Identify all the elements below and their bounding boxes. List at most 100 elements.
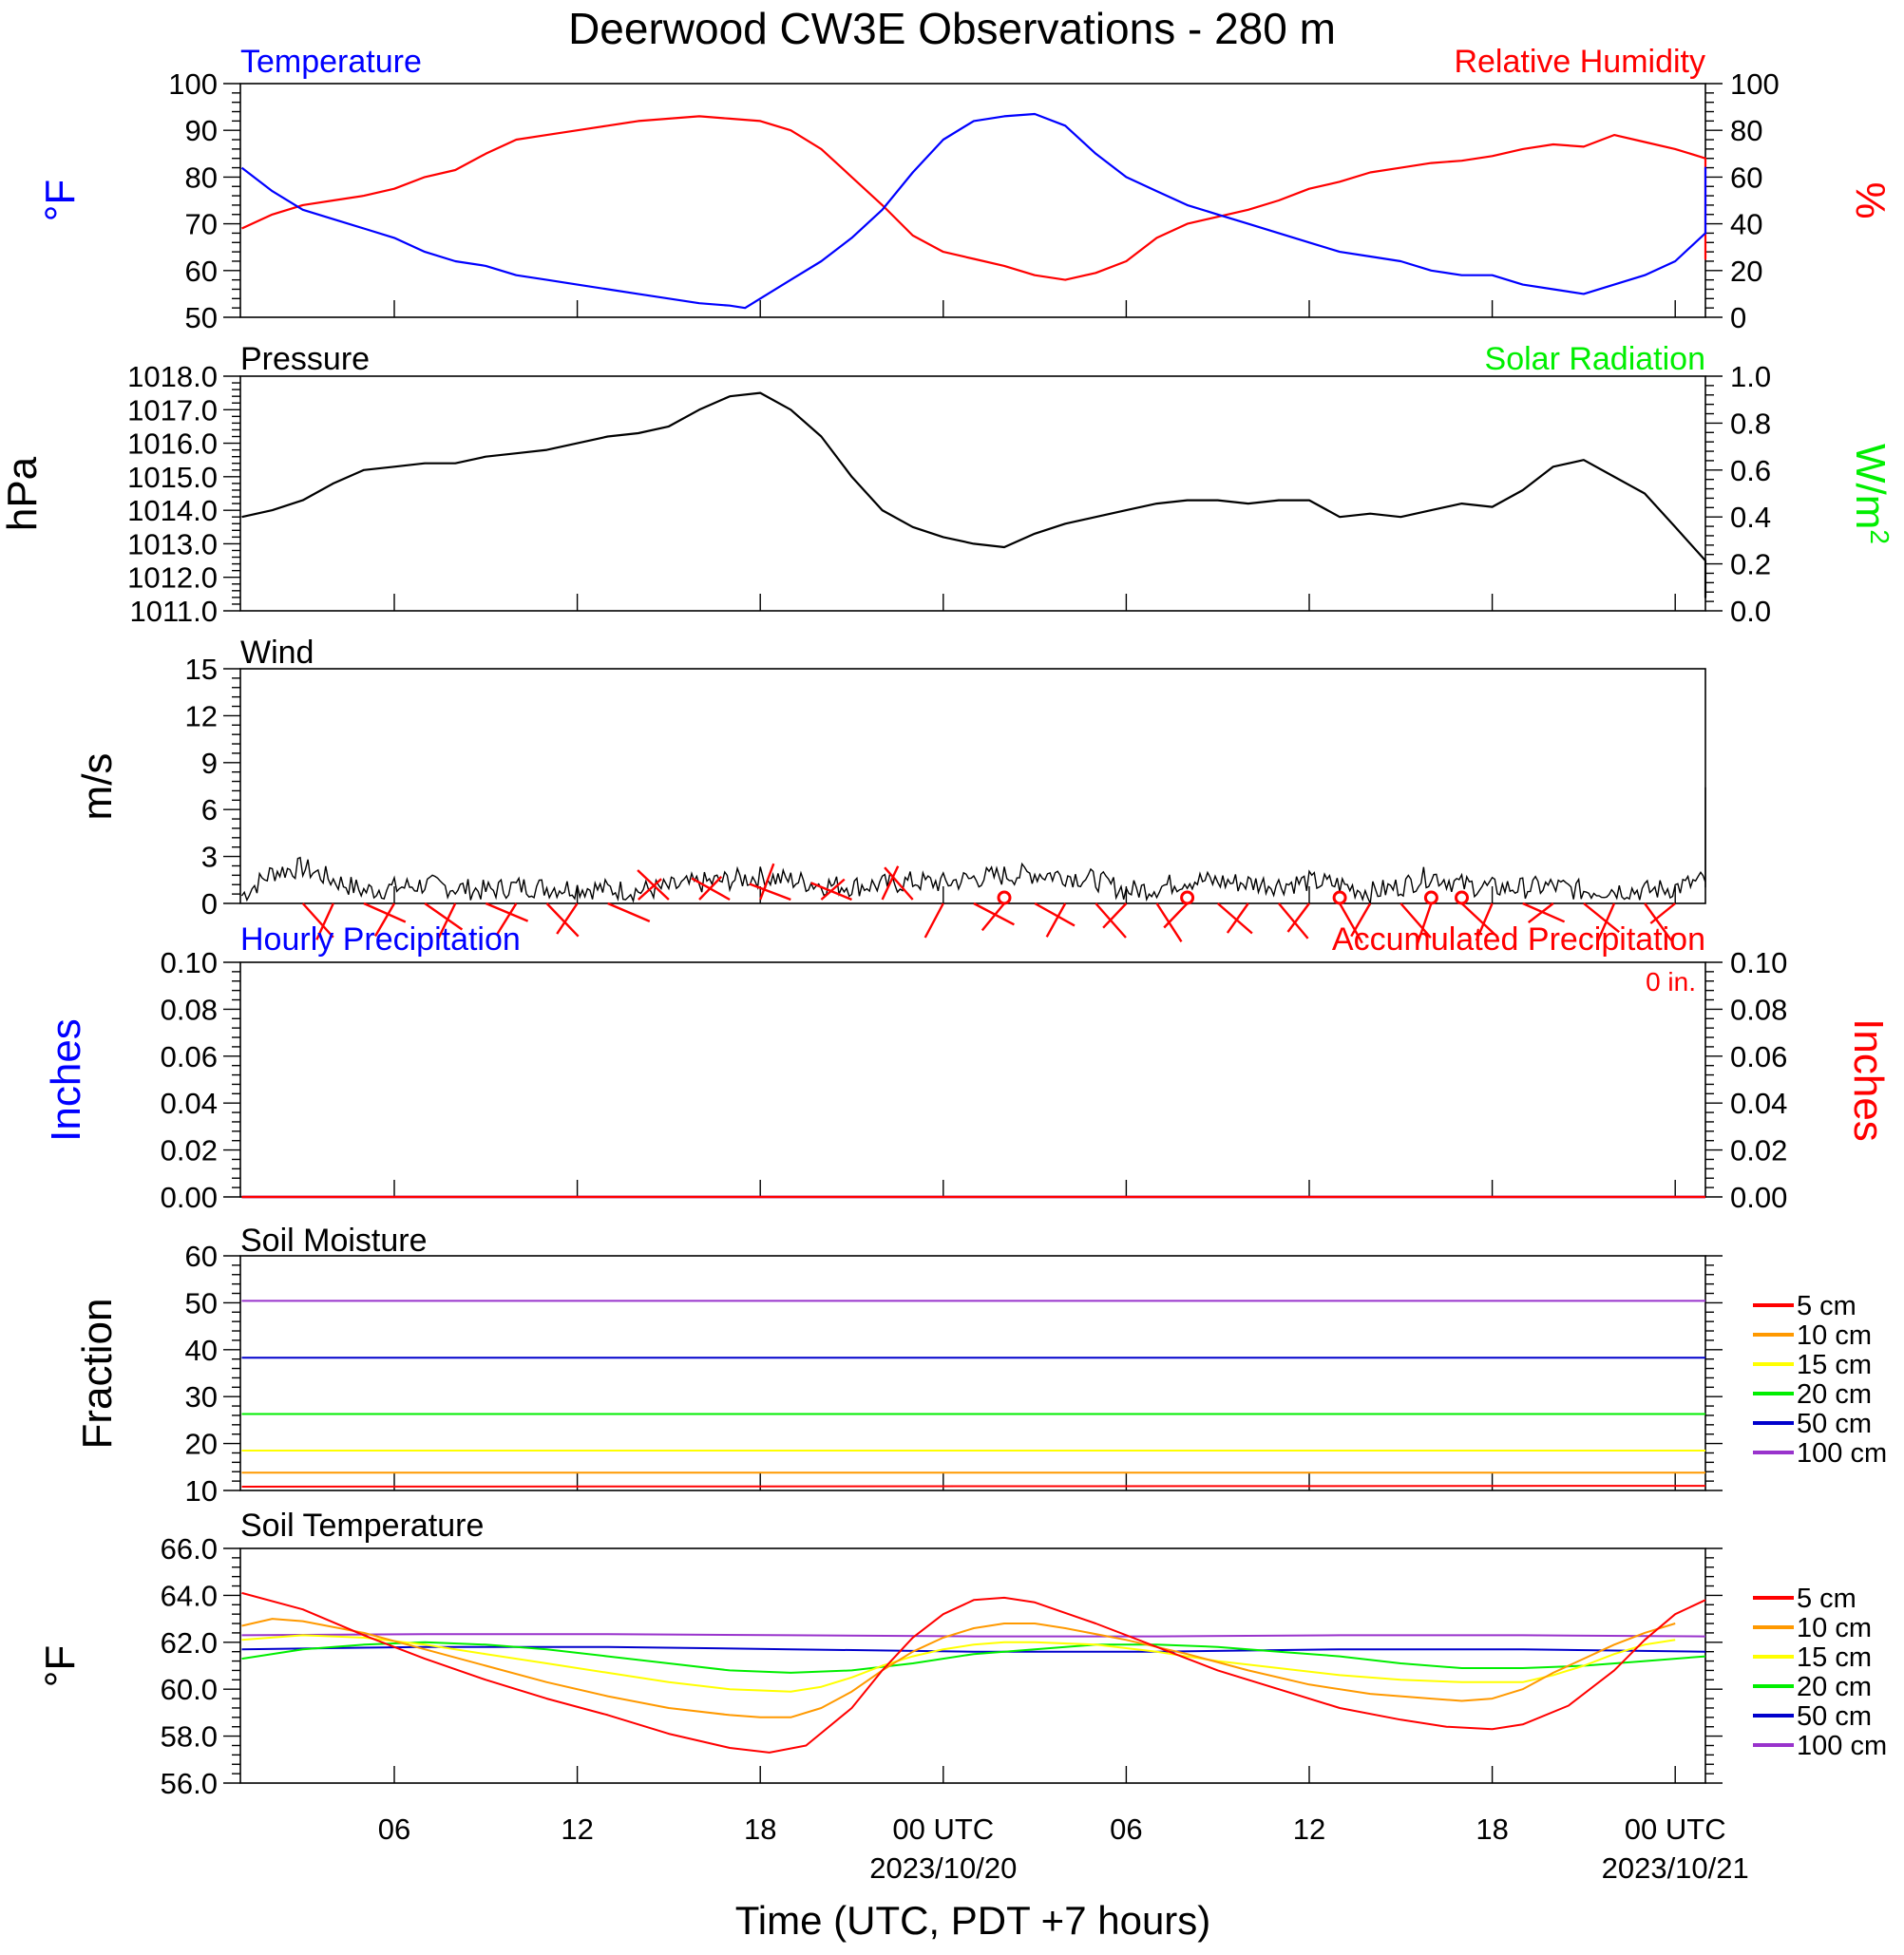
accum-precip-axis-label: Inches bbox=[1845, 1018, 1892, 1142]
pressure-right-tick-label: 0.2 bbox=[1730, 548, 1771, 581]
soil-moisture-axis-label: Fraction bbox=[74, 1299, 121, 1450]
pressure-right-tick-label: 0.6 bbox=[1730, 454, 1771, 487]
soil_moisture-legend-label: 5 cm bbox=[1797, 1291, 1856, 1321]
precip-right-tick-label: 0.10 bbox=[1730, 946, 1787, 979]
accum-precip-title: Accumulated Precipitation bbox=[1332, 921, 1705, 958]
wind-barb bbox=[424, 902, 464, 931]
soil_temp-legend-label: 5 cm bbox=[1797, 1584, 1856, 1614]
wind-barb bbox=[1460, 902, 1496, 936]
temp_rh-left-tick-label: 50 bbox=[185, 301, 218, 334]
wind-barb bbox=[810, 882, 852, 902]
wind-barb bbox=[1644, 902, 1673, 941]
temp_rh-right-tick-label: 60 bbox=[1730, 161, 1762, 194]
x-tick-label: 00 UTC bbox=[1625, 1813, 1726, 1846]
precip-right-tick-label: 0.04 bbox=[1730, 1087, 1787, 1120]
temp_rh-right-tick-label: 20 bbox=[1730, 255, 1762, 288]
wind-speed-line bbox=[240, 787, 1706, 906]
wind-barb bbox=[363, 902, 407, 923]
x-tick-label: 06 bbox=[378, 1813, 410, 1846]
wind-barb bbox=[1102, 902, 1128, 929]
soil_moisture-legend-label: 100 cm bbox=[1797, 1438, 1887, 1469]
soil_temp-series-50-cm bbox=[241, 1645, 1706, 1653]
soil_moisture-legend-label: 10 cm bbox=[1797, 1320, 1872, 1351]
soil_moisture-frame bbox=[239, 1255, 1706, 1491]
soil_moisture-legend-label: 20 cm bbox=[1797, 1379, 1872, 1410]
wind-barb bbox=[1522, 902, 1566, 923]
pressure-axis-label: hPa bbox=[0, 456, 46, 531]
wind-barb bbox=[1286, 902, 1310, 933]
wind-barb bbox=[607, 902, 651, 923]
temp-axis-label: °F bbox=[37, 180, 84, 221]
wind-barb bbox=[485, 902, 529, 922]
wind-barb bbox=[1163, 902, 1189, 929]
wind-left-tick-label: 12 bbox=[185, 699, 218, 732]
soil-temp-title: Soil Temperature bbox=[240, 1508, 484, 1544]
pressure-left-tick-label: 1013.0 bbox=[127, 527, 218, 560]
wind-barb bbox=[1527, 902, 1554, 924]
pressure-panel-title: Pressure bbox=[240, 341, 370, 377]
x-tick-label: 18 bbox=[1476, 1813, 1508, 1846]
soil_temp-frame bbox=[239, 1547, 1706, 1784]
temp_rh-right-tick-label: 0 bbox=[1730, 301, 1746, 334]
soil_moisture-left-tick-label: 30 bbox=[185, 1380, 218, 1414]
wind-barb bbox=[1034, 902, 1076, 927]
wind-barb bbox=[1226, 902, 1249, 934]
soil_moisture-left-tick-label: 50 bbox=[185, 1286, 218, 1319]
wind-barb bbox=[301, 902, 334, 939]
rh-axis-label: % bbox=[1847, 181, 1894, 218]
pressure-left-tick-label: 1015.0 bbox=[127, 461, 218, 494]
wind-barb bbox=[1417, 902, 1433, 944]
soil-temp-axis-label: °F bbox=[37, 1645, 84, 1687]
accum-precip-value: 0 in. bbox=[1646, 967, 1696, 996]
x-tick-date: 2023/10/20 bbox=[869, 1851, 1017, 1885]
precip-left-tick-label: 0.04 bbox=[161, 1087, 218, 1120]
calm-wind-marker bbox=[1423, 890, 1438, 905]
temp_rh-left-tick-label: 70 bbox=[185, 208, 218, 241]
soil_temp-legend-label: 100 cm bbox=[1797, 1731, 1887, 1761]
wind-barb bbox=[1277, 902, 1309, 940]
soil_moisture-left-tick-label: 10 bbox=[185, 1474, 218, 1508]
rh-panel-title: Relative Humidity bbox=[1454, 44, 1705, 80]
pressure-left-tick-label: 1016.0 bbox=[127, 427, 218, 461]
precip-left-tick-label: 0.10 bbox=[161, 946, 218, 979]
wind-barb bbox=[884, 866, 914, 901]
pressure-frame bbox=[239, 375, 1706, 612]
wind-frame bbox=[239, 668, 1706, 904]
wind-barb bbox=[820, 878, 846, 901]
soil_temp-series-20-cm bbox=[241, 1641, 1706, 1674]
solar-panel-title: Solar Radiation bbox=[1485, 341, 1705, 377]
hourly-precip-title: Hourly Precipitation bbox=[240, 921, 521, 958]
wind-barb bbox=[1596, 902, 1616, 941]
calm-wind-marker bbox=[997, 890, 1012, 905]
soil_moisture-left-tick-label: 40 bbox=[185, 1334, 218, 1367]
calm-wind-marker bbox=[1180, 890, 1195, 905]
soil_moisture-legend-label: 50 cm bbox=[1797, 1409, 1872, 1439]
wind-barb bbox=[1216, 902, 1253, 935]
wind-barb bbox=[923, 902, 944, 939]
wind-barb bbox=[1583, 902, 1620, 934]
wind-axis-label: m/s bbox=[74, 753, 121, 821]
soil_temp-left-tick-label: 58.0 bbox=[161, 1720, 218, 1754]
pressure-series-pressure bbox=[241, 391, 1707, 598]
wind-barb bbox=[1339, 902, 1363, 944]
wind-left-tick-label: 9 bbox=[201, 747, 218, 780]
temp_rh-series-temperature bbox=[240, 112, 1707, 310]
solar-axis-label: W/m2 bbox=[1847, 444, 1895, 544]
soil_temp-left-tick-label: 64.0 bbox=[161, 1579, 218, 1612]
soil_temp-left-tick-label: 56.0 bbox=[161, 1767, 218, 1800]
soil_moisture-left-tick-label: 60 bbox=[185, 1240, 218, 1273]
precip-left-tick-label: 0.02 bbox=[161, 1134, 218, 1167]
precip-left-tick-label: 0.08 bbox=[161, 993, 218, 1026]
pressure-left-tick-label: 1011.0 bbox=[129, 595, 218, 628]
x-tick-label: 12 bbox=[561, 1813, 593, 1846]
solar-axis-label-superscript: 2 bbox=[1866, 529, 1895, 544]
soil_temp-left-tick-label: 60.0 bbox=[161, 1673, 218, 1706]
pressure-left-tick-label: 1012.0 bbox=[127, 561, 218, 595]
wind-barb bbox=[691, 877, 731, 902]
x-tick-label: 18 bbox=[744, 1813, 776, 1846]
wind-left-tick-label: 15 bbox=[185, 653, 218, 686]
soil_temp-legend-label: 15 cm bbox=[1797, 1642, 1872, 1673]
soil_moisture-left-tick-label: 20 bbox=[185, 1428, 218, 1461]
wind-barb bbox=[373, 902, 396, 938]
